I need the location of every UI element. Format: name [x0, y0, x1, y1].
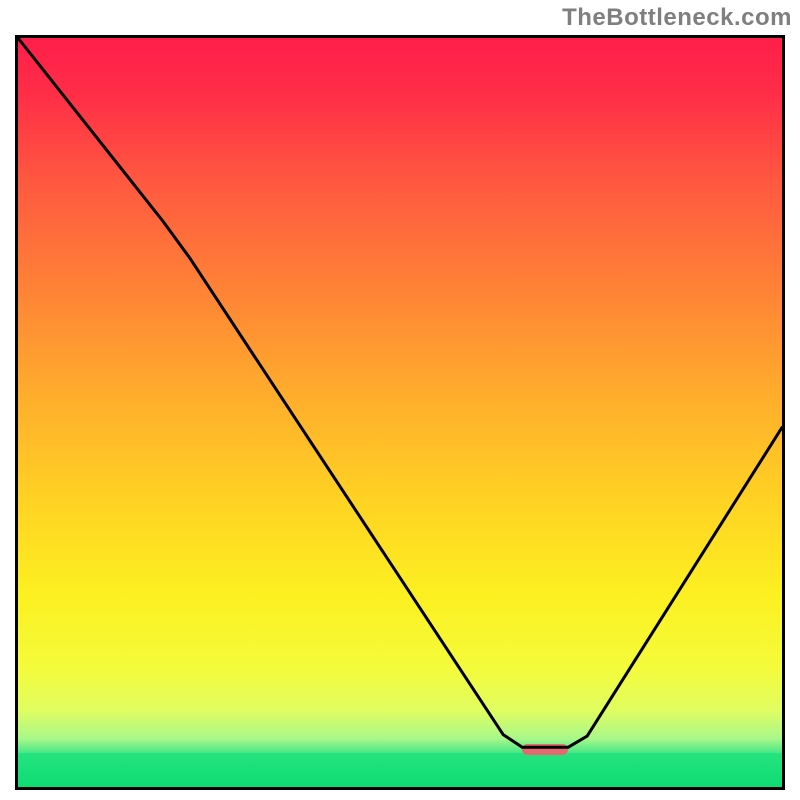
plot-area: [15, 35, 785, 790]
green-baseline: [18, 753, 782, 787]
watermark-text: TheBottleneck.com: [562, 4, 792, 32]
heat-gradient: [18, 38, 782, 753]
chart-container: TheBottleneck.com: [0, 0, 800, 800]
marker-pill: [522, 744, 568, 755]
